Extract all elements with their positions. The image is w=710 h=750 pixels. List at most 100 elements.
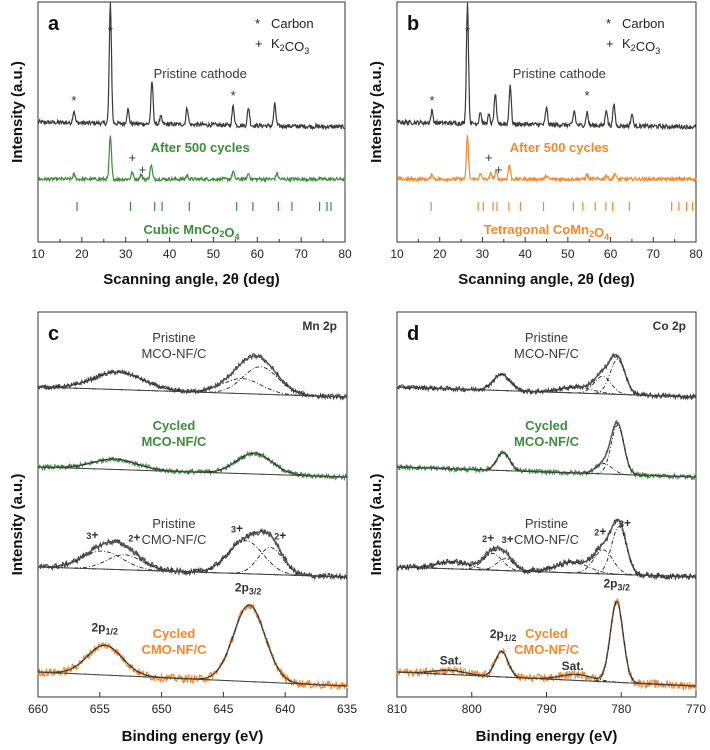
legend-label-k2co3: K2CO3 (271, 36, 309, 56)
x-tick-label: 40 (518, 247, 532, 261)
peak-label: 3+ (619, 516, 631, 530)
series-label-1: After 500 cycles (510, 140, 609, 155)
legend-symbol-k2co3: + (255, 36, 263, 51)
xps-baseline-1 (37, 466, 348, 478)
x-tick-label: 80 (689, 247, 703, 261)
peak-label: 3+ (86, 528, 98, 542)
series-label-1: After 500 cycles (151, 140, 250, 155)
x-axis-label: Scanning angle, 2θ (deg) (458, 271, 634, 288)
spectrum-line-1 (37, 135, 346, 184)
x-tick-label: 40 (163, 247, 177, 261)
series-label-line2-1: MCO-NF/C (141, 434, 207, 449)
peak-label: 2p3/2 (603, 576, 630, 592)
carbon-marker: * (585, 88, 590, 103)
xps-envelope-0 (397, 354, 696, 398)
peak-label: Sat. (562, 659, 584, 673)
xps-baseline-2 (37, 566, 348, 578)
k2co3-marker: + (139, 162, 147, 177)
x-tick-label: 30 (476, 247, 490, 261)
legend-label-carbon: Carbon (622, 16, 665, 31)
series-label-line2-2: CMO-NF/C (514, 532, 579, 547)
panel-letter: d (407, 323, 419, 345)
series-label-line1-0: Pristine (152, 330, 195, 345)
panel-element-title: Co 2p (653, 319, 686, 333)
k2co3-marker: + (485, 150, 493, 165)
x-tick-label: 635 (337, 702, 357, 716)
xps-baseline-0 (396, 386, 697, 398)
xps-component-2-0 (396, 552, 697, 578)
x-tick-label: 780 (611, 702, 631, 716)
reference-label: Cubic MnCo2O4 (143, 222, 239, 242)
xrd-panel-b: b 10 20 30 40 50 60 70 80 Scanning angle, 2θ (deg… (368, 1, 703, 288)
xps-baseline-3 (396, 671, 697, 687)
y-axis-label: Intensity (a.u.) (368, 61, 385, 163)
peak-label: 3+ (502, 532, 514, 546)
carbon-marker: * (429, 93, 434, 108)
peak-label: 2+ (482, 531, 494, 545)
spectrum-line-1 (396, 135, 697, 184)
x-tick-label: 70 (647, 247, 661, 261)
series-label-line2-2: CMO-NF/C (141, 532, 206, 547)
x-tick-label: 50 (207, 247, 221, 261)
x-tick-label: 60 (604, 247, 618, 261)
series-label-line1-2: Pristine (525, 516, 568, 531)
x-tick-label: 645 (213, 702, 233, 716)
k2co3-marker: + (495, 162, 503, 177)
series-label-line1-0: Pristine (525, 330, 568, 345)
peak-label: 3+ (231, 522, 243, 536)
carbon-marker: * (108, 24, 113, 39)
plot-frame (37, 311, 348, 698)
k2co3-marker: + (128, 150, 136, 165)
x-tick-label: 10 (390, 247, 404, 261)
x-tick-label: 810 (387, 702, 407, 716)
x-axis-label: Binding energy (eV) (476, 728, 618, 745)
x-axis-label: Binding energy (eV) (122, 728, 264, 745)
legend-symbol-k2co3: + (606, 36, 614, 51)
legend-label-k2co3: K2CO3 (622, 36, 660, 56)
series-label-0: Pristine cathode (513, 66, 606, 81)
peak-label: 2p1/2 (91, 620, 118, 636)
peak-label: 2p3/2 (235, 580, 262, 596)
xps-panel-c: c Mn 2p 660 655 650 645 640 635 Binding energy (… (9, 311, 357, 745)
x-tick-label: 50 (561, 247, 575, 261)
peak-label: Sat. (440, 654, 462, 668)
xps-envelope-0 (38, 355, 347, 398)
x-tick-label: 770 (686, 702, 706, 716)
xps-component-0-0 (396, 374, 697, 398)
carbon-marker: * (465, 24, 470, 39)
xrd-panel-a: a 10 20 30 40 50 60 70 80 Scanning angle, 2θ (deg… (9, 1, 352, 288)
x-tick-label: 640 (275, 702, 295, 716)
legend-label-carbon: Carbon (271, 16, 314, 31)
x-tick-label: 660 (28, 702, 48, 716)
xps-spectrum-2 (396, 518, 697, 581)
xps-baseline-1 (396, 466, 697, 478)
panel-letter: b (407, 13, 419, 35)
x-tick-label: 20 (75, 247, 89, 261)
xps-spectrum-1 (396, 419, 697, 481)
x-tick-label: 655 (90, 702, 110, 716)
x-tick-label: 790 (536, 702, 556, 716)
legend-symbol-carbon: * (606, 16, 611, 31)
x-tick-label: 650 (152, 702, 172, 716)
peak-label: 2p1/2 (490, 627, 517, 643)
y-axis-label: Intensity (a.u.) (9, 474, 26, 576)
legend-symbol-carbon: * (255, 16, 260, 31)
series-label-0: Pristine cathode (154, 66, 247, 81)
y-axis-label: Intensity (a.u.) (9, 61, 26, 163)
series-label-line1-2: Pristine (152, 516, 195, 531)
x-axis-label: Scanning angle, 2θ (deg) (103, 271, 279, 288)
x-tick-label: 70 (294, 247, 308, 261)
xps-baseline-0 (37, 386, 348, 398)
x-tick-label: 20 (433, 247, 447, 261)
series-label-line1-3: Cycled (525, 626, 568, 641)
x-tick-label: 60 (251, 247, 265, 261)
peak-label: 2+ (594, 525, 606, 539)
xps-panel-d: d Co 2p 810 800 790 780 770 Binding energy (eV)… (368, 311, 706, 745)
x-tick-label: 800 (462, 702, 482, 716)
series-label-line2-0: MCO-NF/C (514, 346, 579, 361)
panel-element-title: Mn 2p (302, 319, 337, 333)
series-label-line2-3: CMO-NF/C (141, 642, 207, 657)
x-tick-label: 80 (338, 247, 352, 261)
series-label-line2-1: MCO-NF/C (514, 434, 580, 449)
